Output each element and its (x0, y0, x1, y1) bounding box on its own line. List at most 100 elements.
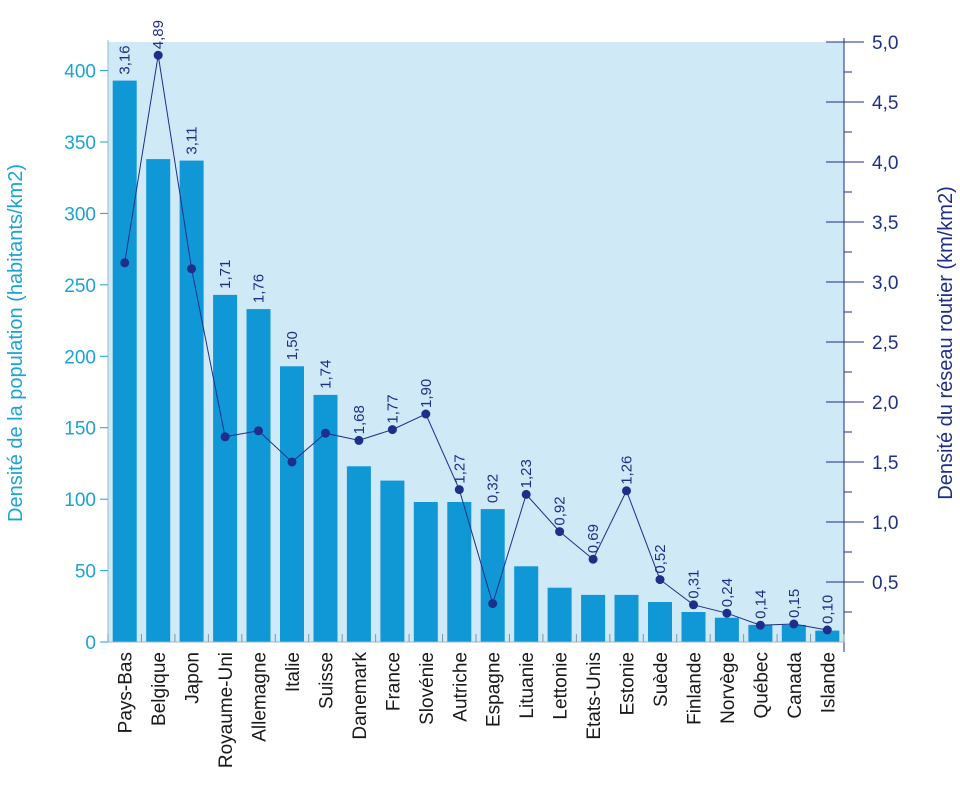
bar-8 (380, 480, 405, 642)
right-tick-label-3: 2,0 (872, 393, 898, 414)
category-label-13: Lettonie (551, 652, 572, 720)
line-point-2 (187, 264, 197, 274)
line-point-5 (287, 457, 297, 467)
road-density-line (124, 55, 828, 631)
bar-13 (547, 587, 572, 642)
category-label-10: Autriche (450, 652, 471, 722)
bar-7 (346, 466, 371, 642)
data-label-7: 1,68 (351, 405, 368, 434)
right-axis-label: Densité du réseau routier (km/km2) (935, 186, 957, 499)
line-point-11 (488, 599, 498, 609)
right-tick-label-8: 4,5 (872, 93, 898, 114)
left-tick-label-4: 200 (64, 347, 96, 368)
line-point-7 (354, 435, 364, 445)
category-label-0: Pays-Bas (116, 652, 137, 733)
left-tick-label-8: 400 (64, 62, 96, 83)
line-series: 3,16 4,89 3,11 1,71 1,76 1,50 1,74 1,68 1,77 1,90… (117, 20, 836, 635)
bar-12 (514, 566, 539, 642)
bar-18 (714, 617, 739, 642)
data-label-6: 1,74 (318, 360, 335, 389)
data-label-9: 1,90 (418, 379, 435, 408)
line-point-18 (722, 608, 732, 618)
line-point-0 (120, 258, 130, 268)
right-tick-label-7: 4,0 (872, 153, 898, 174)
right-tick-label-4: 2,5 (872, 333, 898, 354)
bar-0 (112, 80, 137, 643)
line-point-12 (521, 489, 531, 499)
data-label-17: 0,31 (686, 570, 703, 599)
line-point-9 (421, 409, 431, 419)
data-label-13: 0,92 (552, 496, 569, 525)
data-label-2: 3,11 (184, 127, 201, 155)
line-point-10 (454, 485, 464, 495)
line-point-21 (822, 625, 832, 635)
bar-2 (179, 160, 204, 642)
right-axis: 0,5 1,0 1,5 2,0 2,5 3,0 3,5 4,0 4,5 5,0 (826, 33, 898, 652)
data-label-16: 0,52 (652, 544, 669, 573)
line-point-17 (689, 600, 698, 610)
line-point-8 (387, 425, 397, 435)
category-label-16: Suède (651, 652, 672, 707)
category-label-7: Danemark (350, 652, 371, 740)
category-label-3: Royaume-Uni (216, 652, 237, 768)
data-label-0: 3,16 (117, 45, 134, 74)
data-label-8: 1,77 (384, 394, 401, 423)
left-tick-label-1: 50 (75, 562, 96, 583)
data-label-14: 0,69 (585, 524, 602, 553)
bar-10 (447, 502, 472, 642)
bar-5 (280, 366, 304, 642)
line-point-4 (254, 426, 263, 436)
category-label-2: Japon (183, 652, 204, 704)
bar-21 (815, 630, 840, 642)
data-label-21: 0,10 (819, 595, 836, 624)
left-axis-label: Densité de la population (habitants/km2) (5, 164, 27, 522)
data-label-1: 4,89 (150, 20, 167, 49)
data-label-18: 0,24 (719, 578, 736, 607)
bar-19 (748, 624, 773, 642)
line-point-19 (755, 620, 765, 630)
x-axis-categories: Pays-Bas Belgique Japon Royaume-Uni Allemagn… (107, 634, 845, 768)
line-point-13 (555, 527, 565, 537)
right-tick-label-5: 3,0 (872, 273, 898, 294)
data-label-12: 1,23 (518, 459, 535, 488)
bar-3 (213, 294, 238, 642)
bar-1 (146, 159, 171, 642)
data-label-15: 1,26 (619, 456, 636, 485)
data-label-19: 0,14 (752, 590, 769, 619)
line-point-3 (220, 432, 230, 442)
data-label-10: 1,27 (451, 454, 468, 483)
category-label-20: Canada (785, 652, 806, 719)
right-tick-label-6: 3,5 (872, 213, 898, 234)
left-tick-label-7: 350 (64, 133, 96, 154)
line-point-6 (321, 428, 330, 438)
category-label-4: Allemagne (250, 652, 271, 742)
bar-4 (246, 309, 271, 642)
left-tick-label-5: 250 (64, 276, 96, 297)
category-label-14: Etats-Unis (584, 652, 605, 740)
category-label-1: Belgique (149, 652, 170, 726)
line-point-1 (153, 50, 163, 60)
left-tick-label-3: 150 (64, 419, 96, 440)
category-label-6: Suisse (317, 652, 338, 709)
category-label-11: Espagne (484, 652, 505, 727)
left-axis: 0 50 100 150 200 250 300 350 400 (64, 40, 109, 654)
data-label-5: 1,50 (284, 331, 301, 360)
data-label-11: 0,32 (485, 474, 502, 503)
category-label-5: Italie (283, 652, 304, 692)
category-label-18: Norvège (718, 652, 739, 724)
category-label-17: Finlande (685, 652, 706, 725)
bar-16 (648, 602, 672, 642)
left-tick-label-2: 100 (64, 490, 96, 511)
right-tick-label-0: 0,5 (872, 573, 898, 594)
right-tick-label-1: 1,0 (872, 513, 898, 534)
line-point-15 (622, 486, 631, 496)
left-tick-label-0: 0 (85, 633, 96, 654)
right-tick-label-2: 1,5 (872, 453, 898, 474)
category-label-15: Estonie (618, 652, 639, 715)
category-label-8: France (383, 652, 404, 711)
left-tick-label-6: 300 (64, 204, 96, 225)
category-label-21: Islande (818, 652, 839, 713)
bar-15 (614, 594, 639, 642)
bar-14 (581, 594, 606, 642)
